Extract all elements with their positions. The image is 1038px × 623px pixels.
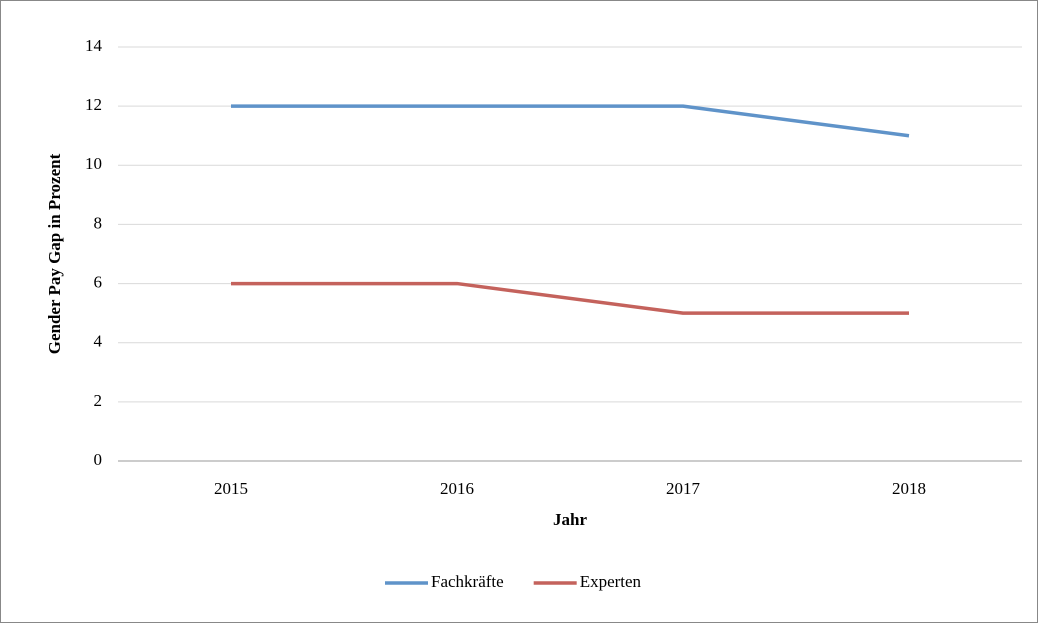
series-line	[231, 104, 910, 138]
legend-label: Experten	[580, 572, 642, 591]
x-axis-title: Jahr	[553, 510, 587, 529]
y-tick-label: 10	[85, 154, 102, 173]
y-tick-label: 2	[94, 391, 103, 410]
legend-label: Fachkräfte	[431, 572, 504, 591]
x-tick-label: 2016	[440, 479, 474, 498]
x-tick-label: 2017	[666, 479, 701, 498]
y-tick-label: 14	[85, 36, 103, 55]
y-tick-label: 0	[94, 450, 103, 469]
x-tick-label: 2015	[214, 479, 248, 498]
series-line	[231, 281, 909, 315]
y-axis-title: Gender Pay Gap in Prozent	[45, 153, 64, 354]
y-tick-label: 4	[94, 332, 103, 351]
y-tick-label: 6	[94, 272, 103, 291]
y-tick-label: 12	[85, 95, 102, 114]
x-tick-label: 2018	[892, 479, 926, 498]
y-tick-label: 8	[94, 213, 103, 232]
